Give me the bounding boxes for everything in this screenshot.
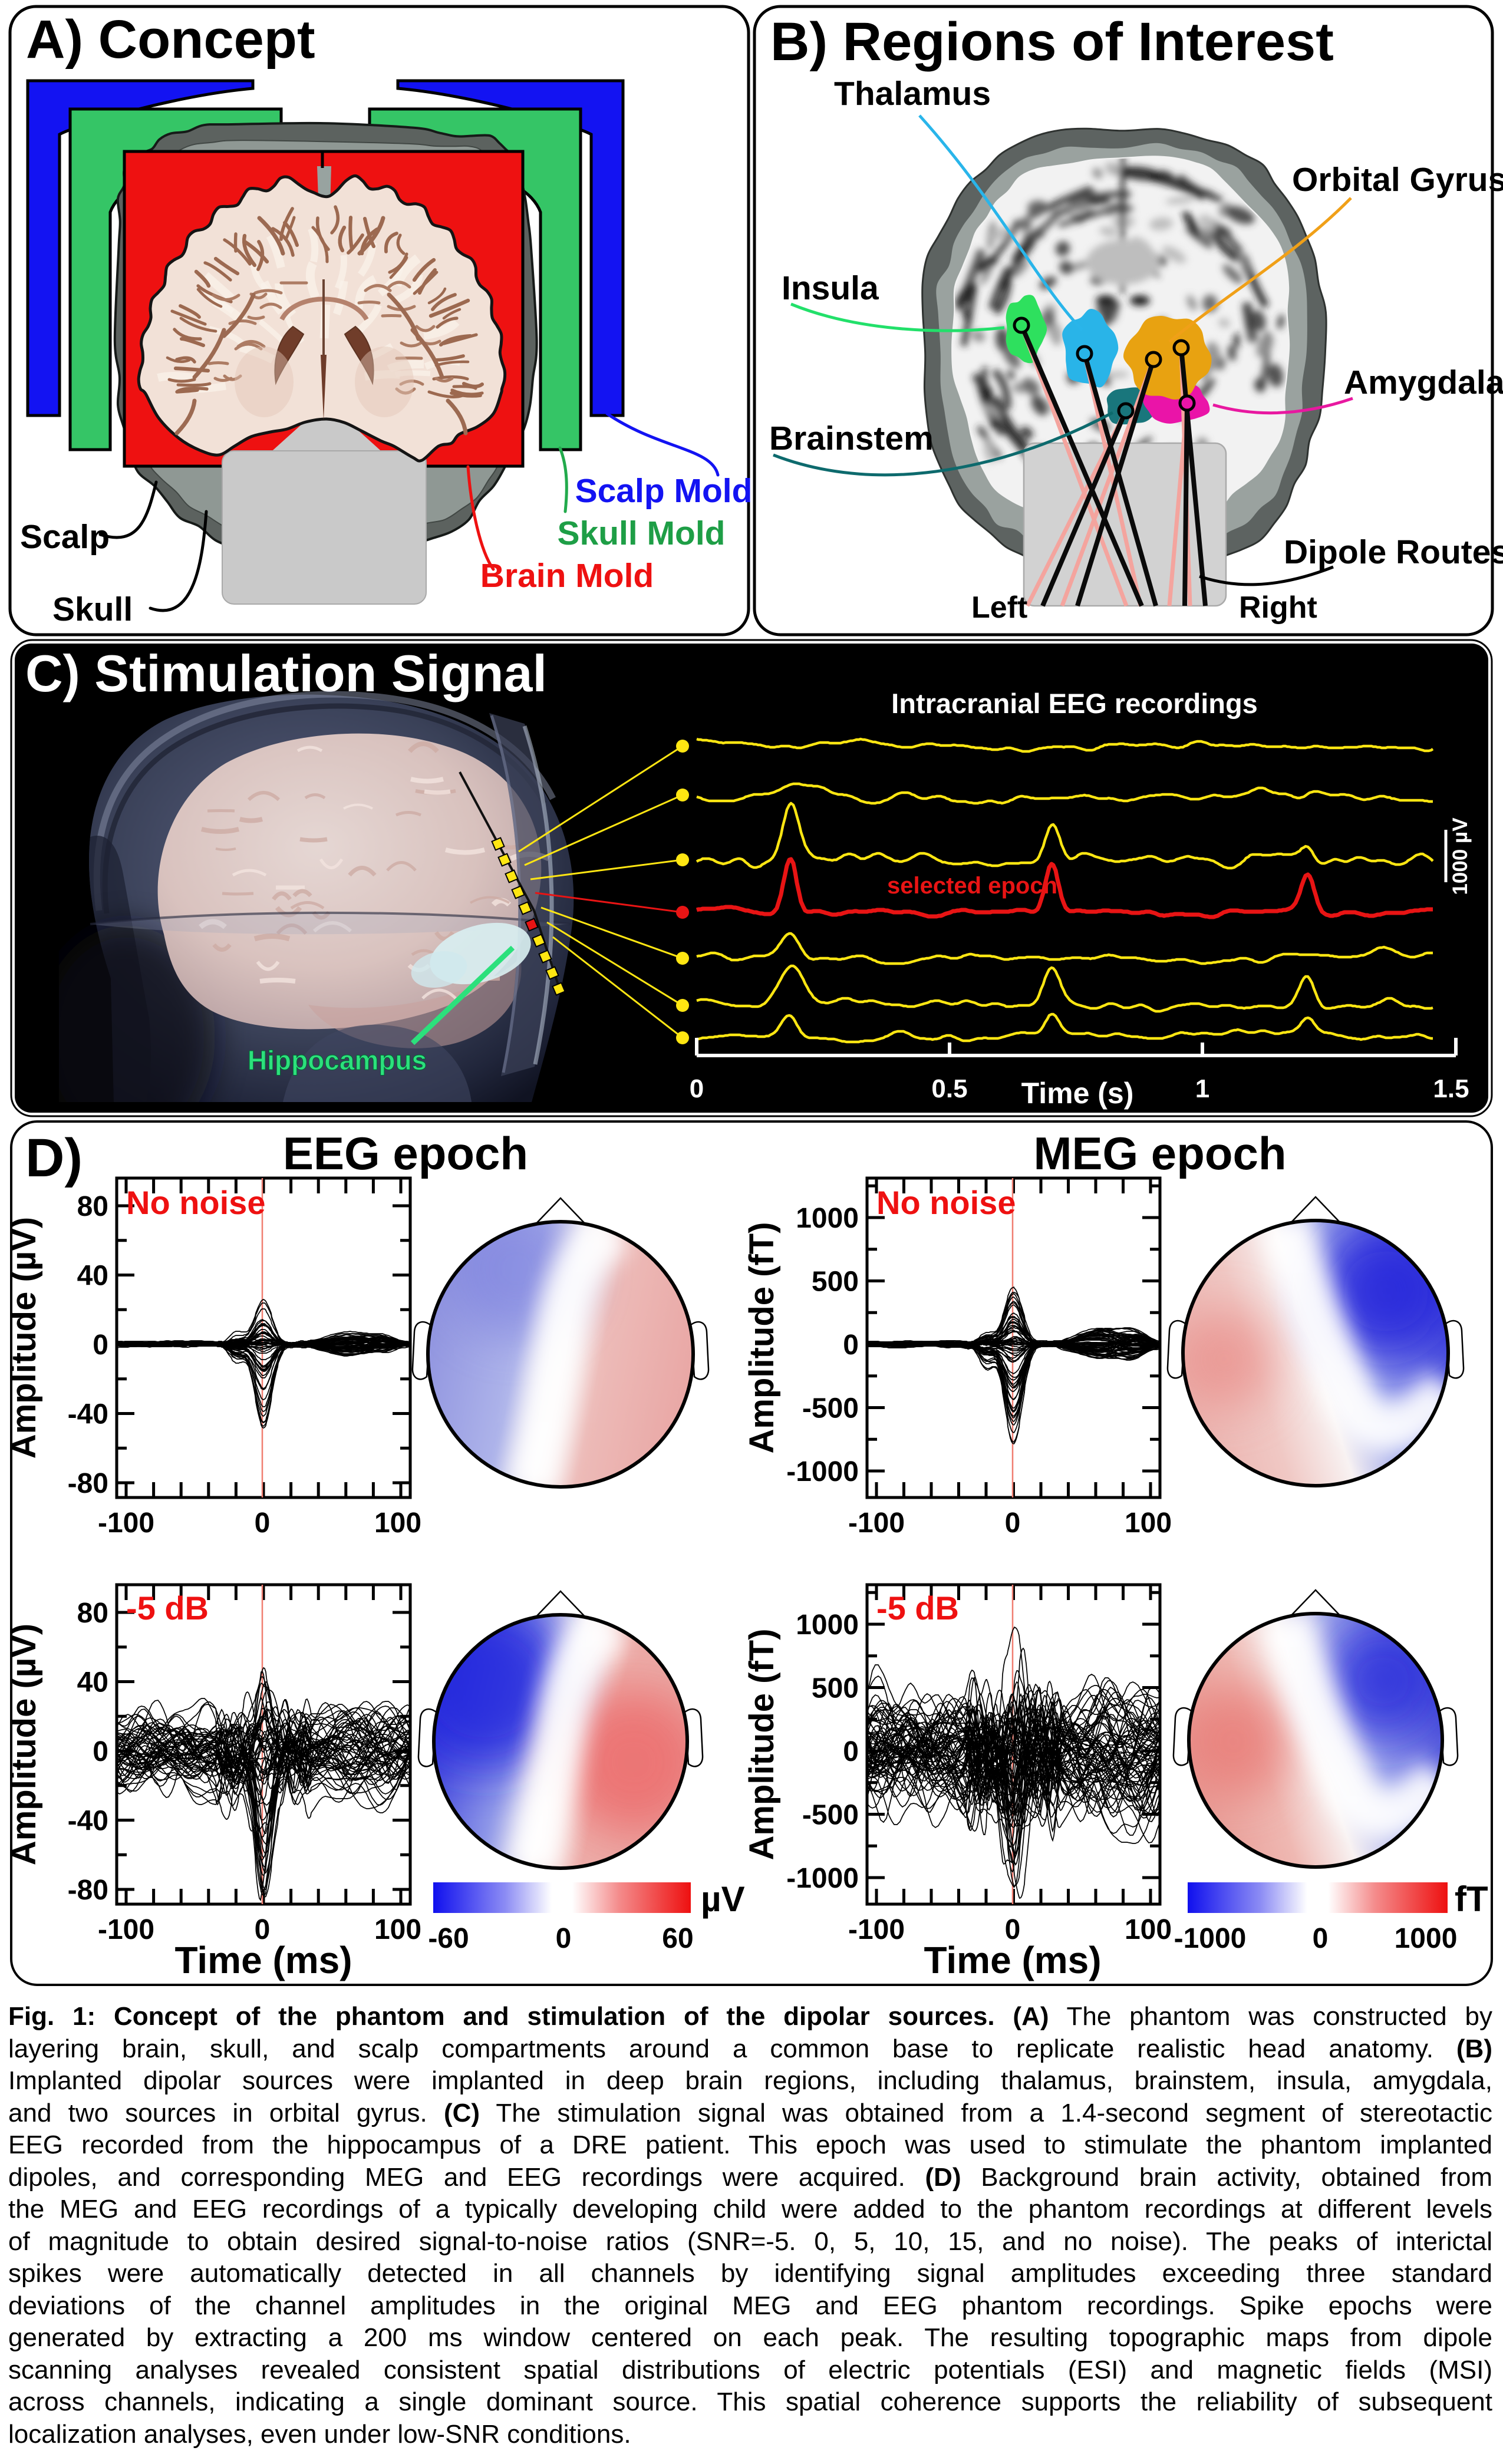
svg-text:500: 500 — [812, 1673, 859, 1704]
svg-text:B) Regions of Interest: B) Regions of Interest — [770, 12, 1334, 72]
svg-text:1: 1 — [1195, 1074, 1209, 1103]
svg-text:µV: µV — [701, 1879, 745, 1919]
svg-text:-60: -60 — [428, 1923, 469, 1954]
svg-text:0: 0 — [1005, 1914, 1021, 1945]
svg-text:C) Stimulation Signal: C) Stimulation Signal — [25, 644, 547, 702]
svg-text:-5 dB: -5 dB — [876, 1589, 959, 1627]
svg-text:No noise: No noise — [876, 1184, 1016, 1221]
svg-text:Skull: Skull — [52, 591, 133, 628]
svg-text:Brainstem: Brainstem — [769, 420, 934, 457]
svg-text:0: 0 — [255, 1914, 271, 1945]
svg-text:1.5: 1.5 — [1433, 1074, 1469, 1103]
svg-text:-40: -40 — [68, 1399, 108, 1430]
svg-text:0: 0 — [843, 1330, 859, 1361]
svg-text:Time (ms): Time (ms) — [924, 1939, 1101, 1981]
svg-text:100: 100 — [374, 1508, 421, 1539]
svg-text:0.5: 0.5 — [931, 1074, 967, 1103]
svg-text:-100: -100 — [98, 1508, 154, 1539]
svg-text:MEG epoch: MEG epoch — [1033, 1127, 1286, 1179]
svg-text:500: 500 — [812, 1266, 859, 1298]
svg-text:1000 µV: 1000 µV — [1449, 817, 1472, 895]
svg-text:fT: fT — [1455, 1879, 1488, 1919]
svg-text:-100: -100 — [98, 1914, 154, 1945]
svg-text:40: 40 — [77, 1261, 108, 1292]
svg-text:-1000: -1000 — [1174, 1923, 1247, 1954]
svg-text:-80: -80 — [68, 1875, 108, 1906]
svg-text:Amygdala: Amygdala — [1344, 364, 1503, 401]
svg-text:No noise: No noise — [126, 1184, 265, 1221]
svg-text:Insula: Insula — [782, 269, 879, 307]
svg-text:100: 100 — [1125, 1914, 1172, 1945]
svg-text:Scalp: Scalp — [20, 518, 110, 556]
svg-text:1000: 1000 — [1395, 1923, 1458, 1954]
svg-text:Left: Left — [971, 591, 1027, 625]
svg-text:-500: -500 — [802, 1800, 859, 1831]
svg-text:-40: -40 — [68, 1806, 108, 1837]
svg-text:D): D) — [25, 1128, 83, 1188]
svg-text:60: 60 — [662, 1923, 693, 1954]
svg-text:0: 0 — [255, 1508, 271, 1539]
svg-text:0: 0 — [93, 1330, 108, 1361]
svg-text:Amplitude (fT): Amplitude (fT) — [743, 1222, 781, 1453]
svg-text:Time (ms): Time (ms) — [174, 1939, 352, 1981]
svg-text:Intracranial EEG recordings: Intracranial EEG recordings — [891, 688, 1258, 719]
svg-text:40: 40 — [77, 1667, 108, 1698]
svg-text:100: 100 — [1125, 1508, 1172, 1539]
svg-text:-80: -80 — [68, 1468, 108, 1499]
svg-text:Amplitude (µV): Amplitude (µV) — [5, 1624, 43, 1865]
svg-text:0: 0 — [1313, 1923, 1329, 1954]
svg-text:-100: -100 — [848, 1914, 905, 1945]
svg-text:-1000: -1000 — [786, 1863, 859, 1894]
svg-text:-500: -500 — [802, 1393, 859, 1424]
svg-text:Amplitude (fT): Amplitude (fT) — [743, 1628, 781, 1860]
svg-text:Right: Right — [1239, 591, 1317, 625]
svg-text:EEG epoch: EEG epoch — [283, 1127, 528, 1179]
svg-text:A) Concept: A) Concept — [26, 9, 315, 70]
svg-text:0: 0 — [556, 1923, 572, 1954]
svg-text:1000: 1000 — [796, 1203, 859, 1234]
svg-text:1000: 1000 — [796, 1609, 859, 1641]
svg-text:-1000: -1000 — [786, 1456, 859, 1487]
svg-text:-100: -100 — [848, 1508, 905, 1539]
svg-text:80: 80 — [77, 1598, 108, 1629]
svg-text:Thalamus: Thalamus — [834, 75, 991, 113]
svg-text:0: 0 — [93, 1736, 108, 1767]
svg-text:Skull Mold: Skull Mold — [558, 514, 726, 552]
svg-text:0: 0 — [843, 1736, 859, 1767]
svg-text:80: 80 — [77, 1191, 108, 1222]
svg-text:Scalp Mold: Scalp Mold — [575, 472, 753, 510]
svg-text:Orbital Gyrus: Orbital Gyrus — [1292, 161, 1503, 199]
svg-text:Amplitude (µV): Amplitude (µV) — [5, 1217, 43, 1459]
svg-text:-5 dB: -5 dB — [126, 1589, 209, 1627]
svg-text:Hippocampus: Hippocampus — [248, 1045, 427, 1076]
svg-text:0: 0 — [1005, 1508, 1021, 1539]
svg-text:Time (s): Time (s) — [1021, 1077, 1134, 1110]
svg-text:selected epoch: selected epoch — [887, 873, 1057, 899]
svg-text:Brain Mold: Brain Mold — [480, 557, 654, 595]
svg-text:Dipole Routes: Dipole Routes — [1284, 533, 1503, 571]
svg-text:0: 0 — [690, 1074, 704, 1103]
svg-text:100: 100 — [374, 1914, 421, 1945]
